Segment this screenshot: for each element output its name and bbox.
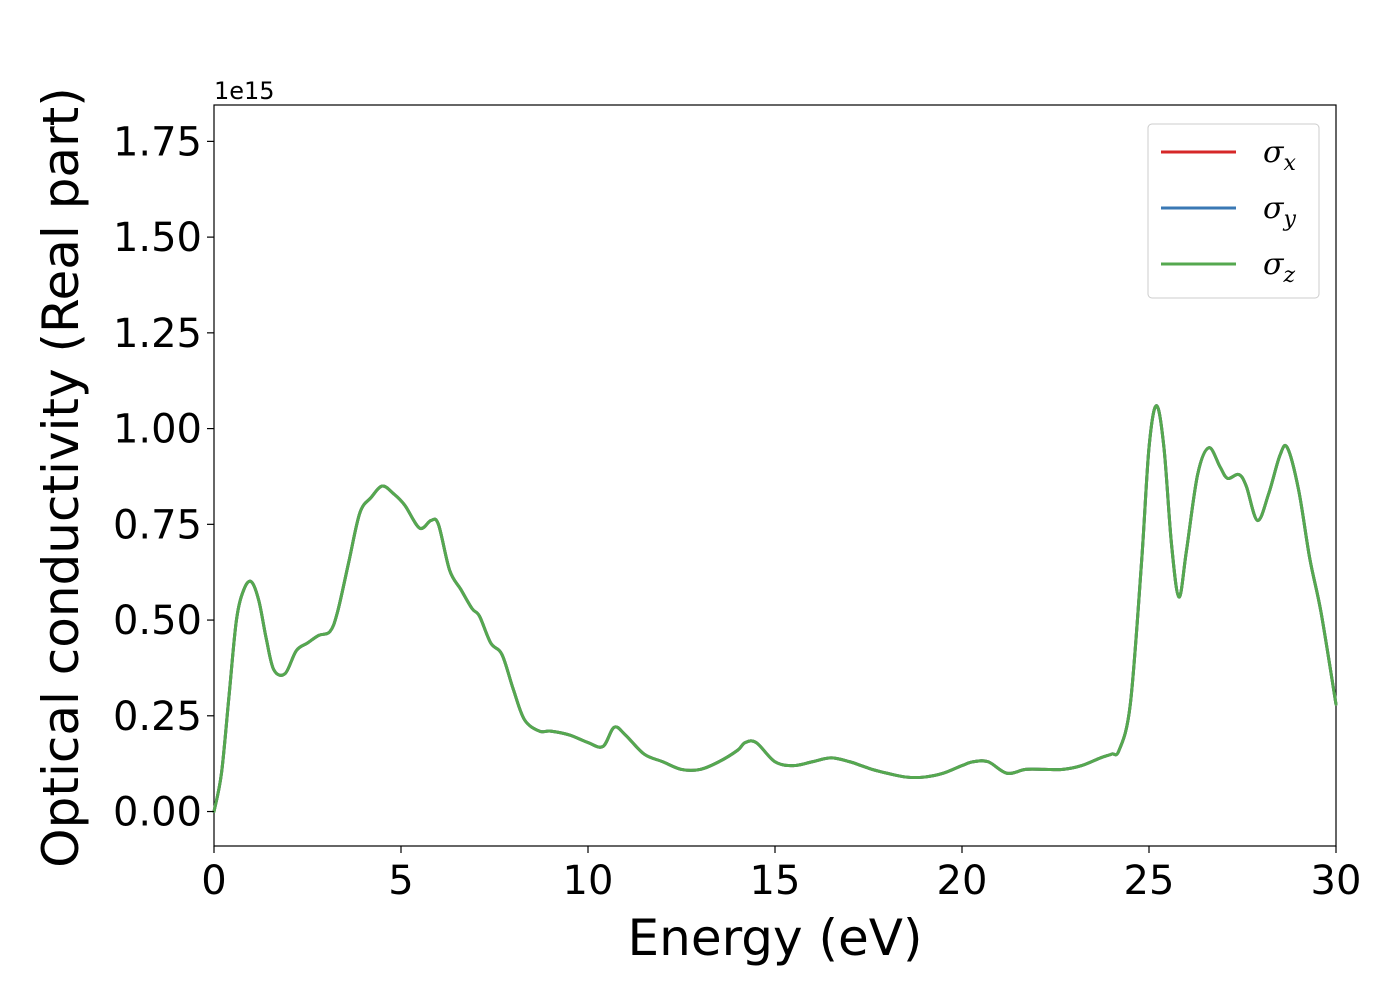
y-tick-label: 1.50 — [113, 215, 202, 261]
legend: σx σy σz — [1147, 123, 1320, 299]
y-tick-label: 0.75 — [113, 502, 202, 548]
y-tick-label: 0.25 — [113, 694, 202, 740]
series-group — [212, 404, 1338, 814]
legend-items: σx σy σz — [1161, 135, 1296, 288]
y-tick-label: 1.75 — [113, 119, 202, 165]
legend-item-sigma-x: σx — [1161, 135, 1296, 176]
x-axis-label: Energy (eV) — [628, 909, 923, 967]
x-tick-label: 25 — [1124, 858, 1175, 904]
x-tick-label: 5 — [388, 858, 413, 904]
x-tick-label: 15 — [750, 858, 801, 904]
y-axis-label: Optical conductivity (Real part) — [32, 87, 90, 868]
y-axis-ticks: 0.00 0.25 0.50 0.75 1.00 1.25 1.50 1.75 — [113, 119, 214, 836]
y-tick-label: 0.00 — [113, 790, 202, 836]
y-tick-label: 1.25 — [113, 311, 202, 357]
legend-label: σy — [1263, 191, 1296, 232]
x-tick-label: 0 — [201, 858, 226, 904]
legend-label: σx — [1263, 135, 1296, 176]
legend-item-sigma-y: σy — [1161, 191, 1296, 232]
x-tick-label: 10 — [563, 858, 614, 904]
legend-item-sigma-z: σz — [1161, 247, 1295, 288]
series-line-sigma-z — [212, 404, 1338, 814]
x-tick-label: 30 — [1311, 858, 1362, 904]
legend-box — [1147, 123, 1320, 299]
y-tick-label: 0.50 — [113, 598, 202, 644]
x-axis-ticks: 0 5 10 15 20 25 30 — [201, 846, 1361, 904]
legend-label: σz — [1263, 247, 1295, 288]
x-tick-label: 20 — [937, 858, 988, 904]
y-axis-offset-label: 1e15 — [214, 77, 275, 105]
y-tick-label: 1.00 — [113, 407, 202, 453]
